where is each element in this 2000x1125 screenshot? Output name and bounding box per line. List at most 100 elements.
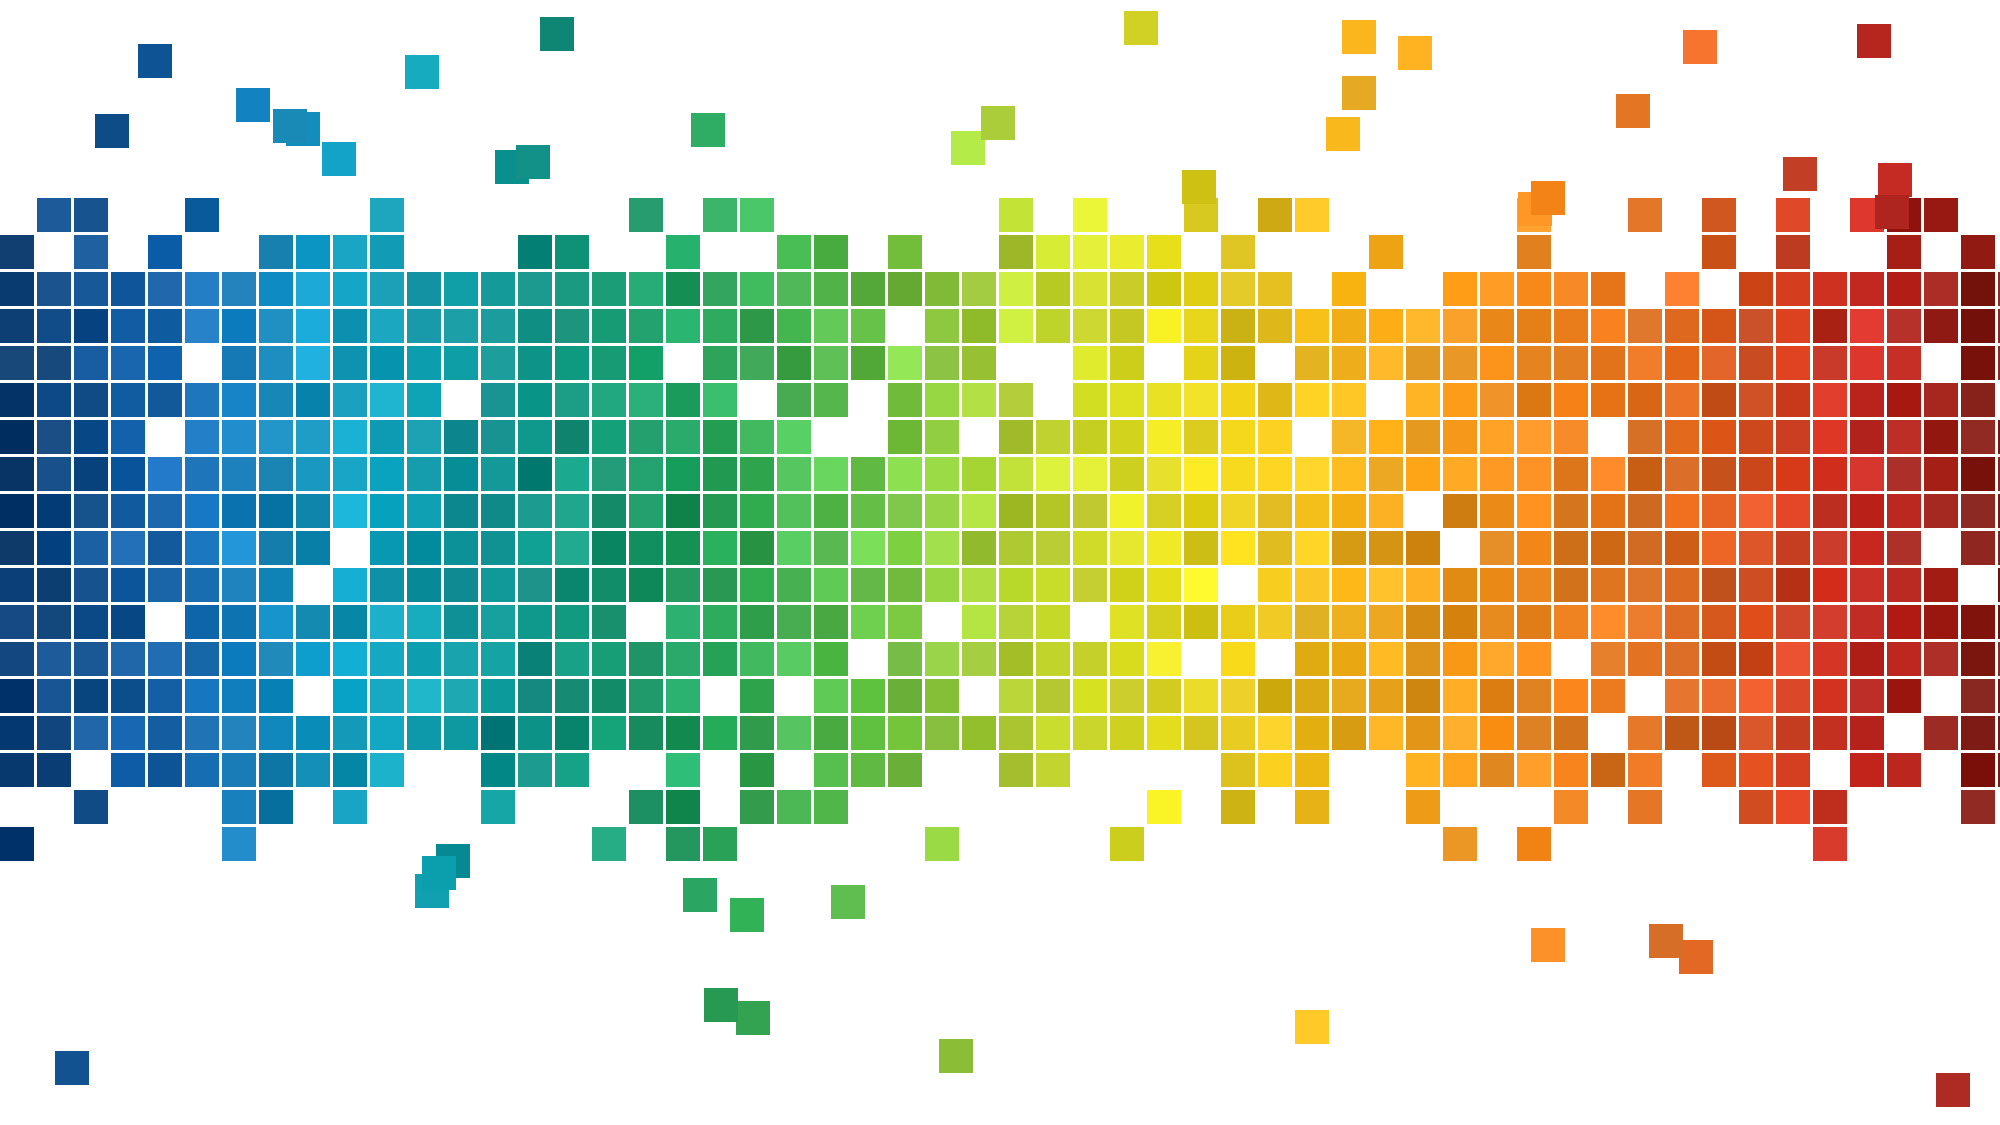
mosaic-tile bbox=[925, 568, 959, 602]
mosaic-tile bbox=[703, 642, 737, 676]
mosaic-tile bbox=[1628, 605, 1662, 639]
mosaic-scatter-tile bbox=[1124, 11, 1158, 45]
mosaic-tile bbox=[0, 642, 34, 676]
mosaic-tile bbox=[1221, 753, 1255, 787]
mosaic-tile bbox=[629, 457, 663, 491]
mosaic-tile bbox=[148, 235, 182, 269]
mosaic-tile bbox=[1480, 383, 1514, 417]
mosaic-scatter-tile bbox=[1679, 940, 1713, 974]
mosaic-tile bbox=[592, 716, 626, 750]
mosaic-tile bbox=[1073, 716, 1107, 750]
mosaic-tile bbox=[1702, 716, 1736, 750]
mosaic-tile bbox=[259, 531, 293, 565]
mosaic-tile bbox=[1036, 494, 1070, 528]
mosaic-tile bbox=[37, 605, 71, 639]
mosaic-tile bbox=[888, 531, 922, 565]
mosaic-tile bbox=[111, 679, 145, 713]
mosaic-tile bbox=[666, 457, 700, 491]
mosaic-tile bbox=[296, 457, 330, 491]
mosaic-tile bbox=[518, 716, 552, 750]
mosaic-tile bbox=[1184, 420, 1218, 454]
mosaic-tile bbox=[1776, 383, 1810, 417]
mosaic-tile bbox=[1147, 679, 1181, 713]
mosaic-tile bbox=[555, 679, 589, 713]
mosaic-tile bbox=[962, 642, 996, 676]
mosaic-tile bbox=[1776, 568, 1810, 602]
mosaic-tile bbox=[1961, 235, 1995, 269]
mosaic-tile bbox=[1295, 753, 1329, 787]
mosaic-tile bbox=[111, 346, 145, 380]
mosaic-tile bbox=[1739, 457, 1773, 491]
mosaic-tile bbox=[814, 642, 848, 676]
mosaic-tile bbox=[1591, 605, 1625, 639]
mosaic-tile bbox=[259, 716, 293, 750]
mosaic-tile bbox=[1887, 679, 1921, 713]
mosaic-tile bbox=[444, 531, 478, 565]
mosaic-tile bbox=[1628, 457, 1662, 491]
mosaic-tile bbox=[0, 568, 34, 602]
mosaic-tile bbox=[1406, 642, 1440, 676]
mosaic-tile bbox=[1258, 457, 1292, 491]
mosaic-tile bbox=[1776, 531, 1810, 565]
mosaic-tile bbox=[407, 605, 441, 639]
mosaic-tile bbox=[333, 420, 367, 454]
mosaic-tile bbox=[1406, 790, 1440, 824]
mosaic-scatter-tile bbox=[981, 106, 1015, 140]
mosaic-tile bbox=[259, 420, 293, 454]
mosaic-scatter bbox=[55, 11, 1970, 1107]
mosaic-tile bbox=[777, 531, 811, 565]
mosaic-tile bbox=[185, 531, 219, 565]
mosaic-tile bbox=[296, 383, 330, 417]
mosaic-tile bbox=[925, 531, 959, 565]
mosaic-tile bbox=[1739, 309, 1773, 343]
mosaic-tile bbox=[1184, 457, 1218, 491]
mosaic-tile bbox=[1443, 716, 1477, 750]
mosaic-tile bbox=[888, 568, 922, 602]
mosaic-tile bbox=[1295, 679, 1329, 713]
mosaic-tile bbox=[999, 420, 1033, 454]
mosaic-tile bbox=[37, 716, 71, 750]
mosaic-tile bbox=[925, 272, 959, 306]
mosaic-tile bbox=[1739, 790, 1773, 824]
mosaic-tile bbox=[518, 494, 552, 528]
mosaic-tile bbox=[518, 605, 552, 639]
mosaic-tile bbox=[592, 827, 626, 861]
mosaic-tile bbox=[1887, 531, 1921, 565]
mosaic-tile bbox=[1406, 679, 1440, 713]
mosaic-tile bbox=[1924, 494, 1958, 528]
mosaic-tile bbox=[1258, 420, 1292, 454]
mosaic-tile bbox=[1998, 716, 2000, 750]
mosaic-tile bbox=[1036, 642, 1070, 676]
mosaic-tile bbox=[1628, 383, 1662, 417]
mosaic-tile bbox=[1406, 383, 1440, 417]
mosaic-tile bbox=[888, 457, 922, 491]
mosaic-tile bbox=[333, 235, 367, 269]
mosaic-tile bbox=[296, 235, 330, 269]
mosaic-tile bbox=[888, 383, 922, 417]
mosaic-tile bbox=[1332, 679, 1366, 713]
mosaic-tile bbox=[1221, 679, 1255, 713]
mosaic-tile bbox=[703, 827, 737, 861]
mosaic-tile bbox=[1073, 679, 1107, 713]
mosaic-tile bbox=[777, 235, 811, 269]
mosaic-tile bbox=[1369, 716, 1403, 750]
mosaic-tile bbox=[370, 679, 404, 713]
mosaic-tile bbox=[1110, 235, 1144, 269]
mosaic-tile bbox=[74, 642, 108, 676]
mosaic-tile bbox=[518, 642, 552, 676]
mosaic-tile bbox=[259, 383, 293, 417]
mosaic-tile bbox=[1924, 716, 1958, 750]
mosaic-tile bbox=[1147, 642, 1181, 676]
mosaic-tile bbox=[74, 309, 108, 343]
mosaic-scatter-tile bbox=[322, 142, 356, 176]
mosaic-tile bbox=[814, 494, 848, 528]
mosaic-tile bbox=[925, 716, 959, 750]
mosaic-tile bbox=[703, 272, 737, 306]
mosaic-tile bbox=[1665, 272, 1699, 306]
mosaic-tile bbox=[481, 309, 515, 343]
mosaic-tile bbox=[1443, 827, 1477, 861]
mosaic-tile bbox=[444, 716, 478, 750]
mosaic-tile bbox=[74, 346, 108, 380]
mosaic-tile bbox=[629, 383, 663, 417]
mosaic-tile bbox=[1258, 568, 1292, 602]
